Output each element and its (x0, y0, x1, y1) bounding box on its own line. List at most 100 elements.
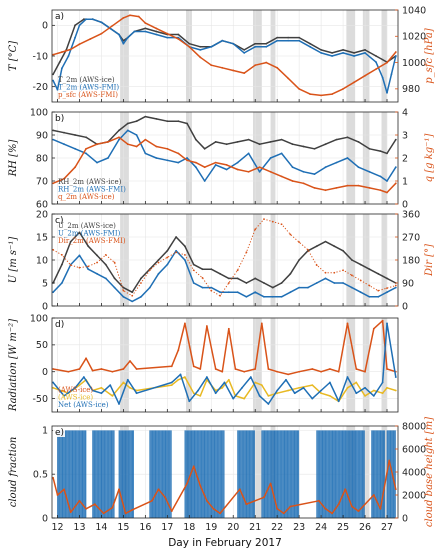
y-tick-label-right: 270 (402, 232, 420, 243)
data-point (381, 381, 384, 384)
data-point (364, 386, 366, 389)
data-point (177, 120, 180, 123)
data-point (324, 277, 327, 280)
data-point (320, 48, 323, 51)
data-point (129, 360, 131, 362)
data-point (313, 187, 316, 189)
data-point (386, 277, 388, 280)
y-tick-label-left: 5 (42, 278, 48, 289)
y-tick-label-left: -20 (32, 82, 48, 93)
data-point (386, 180, 388, 182)
data-point (194, 166, 197, 169)
series-line-a-0 (52, 18, 397, 75)
data-point (298, 386, 301, 389)
data-point (254, 228, 257, 231)
data-point (287, 373, 290, 376)
data-point (357, 184, 360, 187)
data-point (364, 52, 366, 54)
data-point (372, 494, 375, 496)
x-tick-label: 22 (271, 522, 283, 533)
y-axis-label-left: RH [%] (8, 140, 19, 178)
data-point (368, 170, 371, 173)
data-point (394, 389, 397, 392)
y-tick-label-right: 3 (402, 130, 408, 141)
data-point (225, 164, 228, 166)
x-axis-label: Day in February 2017 (168, 537, 282, 549)
data-point (100, 392, 103, 395)
data-point (63, 394, 65, 397)
data-point (122, 381, 125, 384)
data-point (271, 220, 274, 223)
data-point (260, 384, 263, 387)
y-tick-label-right: 2 (402, 153, 408, 164)
y-tick-label-right: 0 (402, 301, 408, 312)
data-point (254, 368, 257, 370)
data-point (238, 488, 241, 491)
data-point (135, 145, 138, 148)
data-point (243, 370, 246, 373)
data-point (144, 30, 147, 33)
data-point (93, 503, 96, 506)
data-point (315, 245, 318, 248)
data-point (247, 138, 250, 141)
panel-label: e) (55, 428, 64, 438)
data-point (223, 381, 226, 384)
data-point (324, 143, 327, 146)
data-point (394, 376, 397, 378)
data-point (126, 122, 129, 125)
data-point (377, 295, 380, 298)
data-point (245, 503, 248, 506)
data-point (333, 282, 336, 284)
data-point (184, 253, 186, 256)
data-point (118, 129, 120, 132)
data-point (227, 277, 230, 280)
data-point (232, 397, 235, 400)
data-point (364, 394, 366, 397)
data-point (192, 263, 195, 266)
x-tick-label: 25 (337, 522, 349, 533)
legend-entry: Dir_2m (AWS-FMI) (58, 237, 126, 245)
data-point (157, 261, 160, 264)
data-point (199, 394, 202, 397)
data-point (388, 459, 391, 462)
data-point (63, 143, 65, 146)
data-point (265, 45, 268, 48)
data-point (78, 368, 81, 370)
series-line-d-0 (52, 319, 397, 376)
data-point (199, 48, 202, 51)
data-point (280, 175, 283, 178)
data-point (91, 389, 94, 392)
data-point (212, 507, 215, 510)
data-point (320, 52, 323, 54)
data-point (107, 141, 109, 143)
data-point (170, 381, 173, 384)
data-point (166, 263, 169, 266)
y-tick-label-right: 90 (402, 278, 414, 289)
data-point (52, 248, 54, 251)
data-point (298, 259, 301, 261)
data-point (197, 389, 199, 392)
data-point (302, 145, 305, 148)
data-point (276, 389, 279, 392)
data-point (126, 143, 129, 146)
data-point (386, 386, 388, 389)
data-point (221, 370, 224, 373)
data-point (324, 166, 327, 169)
data-point (359, 263, 362, 266)
data-point (307, 248, 309, 251)
y-tick-label-left: 100 (30, 313, 48, 324)
data-point (177, 38, 180, 40)
shaded-period (362, 426, 370, 518)
y-tick-label-right: 0 (402, 513, 408, 524)
data-point (177, 378, 180, 381)
panel-d: 100 50 0 -50 Radiation [W m⁻²] d) (AWS-ice)(AW… (8, 313, 399, 413)
data-point (210, 286, 213, 289)
data-point (166, 249, 169, 252)
data-point (118, 403, 120, 405)
data-point (52, 476, 54, 479)
x-tick-label: 21 (249, 522, 261, 533)
data-point (324, 507, 327, 510)
data-point (74, 147, 76, 150)
legend-entry: (AWS-ice) (58, 394, 93, 402)
data-point (291, 143, 294, 146)
